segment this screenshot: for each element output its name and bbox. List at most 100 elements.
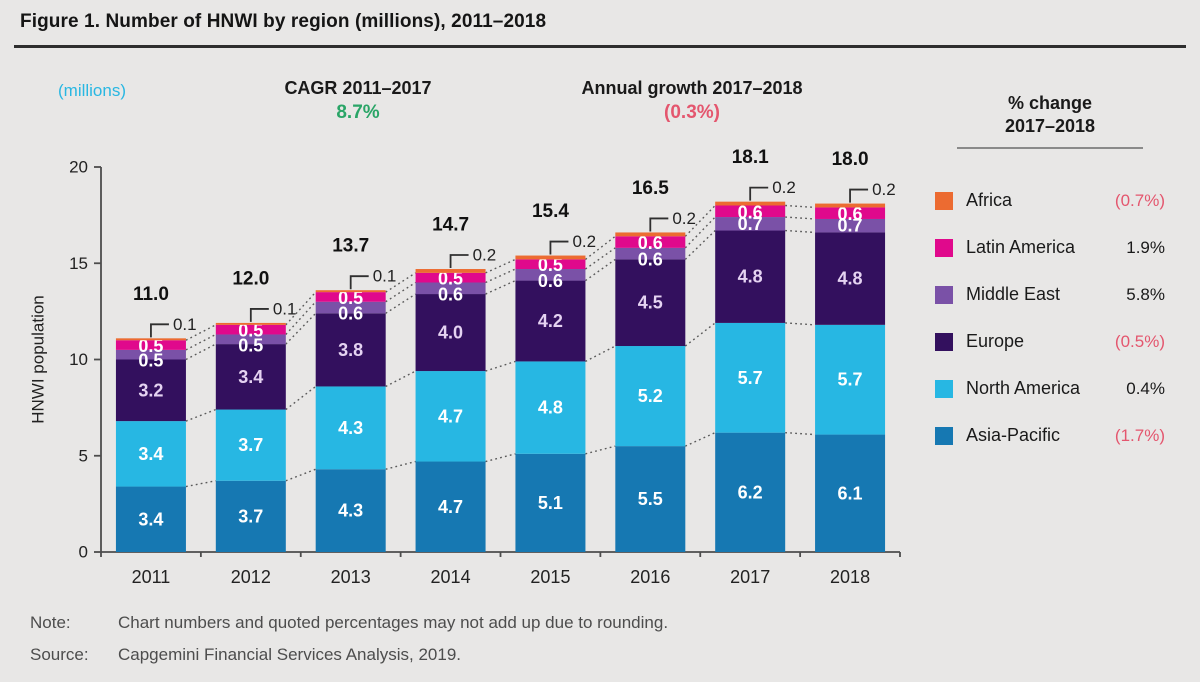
bar-value-label: 3.7 <box>238 435 263 455</box>
annual-growth-annotation: Annual growth 2017–2018 (0.3%) <box>532 78 852 124</box>
cagr-annotation: CAGR 2011–2017 8.7% <box>238 78 478 124</box>
legend-label: Middle East <box>966 284 1061 304</box>
connector-dotted-line <box>185 480 216 488</box>
connector-dotted-line <box>585 445 616 455</box>
y-tick-label: 5 <box>79 446 88 465</box>
bar-total-label: 16.5 <box>632 178 669 199</box>
bar-value-label: 6.1 <box>838 483 863 503</box>
legend-item-north-america: North America 0.4% <box>935 365 1165 412</box>
bar-value-label: 0.5 <box>238 335 263 355</box>
bar-segment-north-america-2015 <box>515 361 586 454</box>
legend-header-line1: % change <box>1007 93 1093 113</box>
bar-value-label: 0.6 <box>638 250 663 270</box>
legend-change-value: 5.8% <box>1126 284 1165 304</box>
bar-value-label: 0.6 <box>338 304 363 324</box>
legend-item-europe: Europe (0.5%) <box>935 318 1165 365</box>
legend-swatch-middle-east <box>935 285 953 304</box>
units-label: (millions) <box>58 81 126 100</box>
y-axis-title: HNWI population <box>29 295 48 424</box>
bar-segment-middle-east-2018 <box>815 218 886 233</box>
bar-segment-north-america-2016 <box>615 346 686 447</box>
bar-segment-latin-america-2015 <box>515 259 586 270</box>
connector-dotted-line <box>385 272 416 293</box>
connector-dotted-line <box>185 343 217 361</box>
bar-segment-north-america-2013 <box>315 386 386 470</box>
bar-segment-latin-america-2016 <box>615 236 686 248</box>
legend-change-value: 1.9% <box>1126 237 1165 257</box>
callout-bracket <box>649 217 669 232</box>
bar-segment-africa-2012 <box>215 322 286 325</box>
legend-label: Africa <box>966 190 1013 210</box>
bar-segment-latin-america-2017 <box>715 205 786 218</box>
bar-segment-latin-america-2012 <box>215 324 286 335</box>
connector-dotted-line <box>485 258 516 274</box>
legend-items: Africa (0.7%) Latin America 1.9% Middle East… <box>935 177 1165 459</box>
bar-segment-asia-pacific-2015 <box>515 453 586 552</box>
legend-swatch-asia-pacific <box>935 426 953 445</box>
bar-segment-latin-america-2014 <box>415 272 486 283</box>
bar-segment-africa-2016 <box>615 232 686 237</box>
callout-value-label: 0.2 <box>772 178 796 197</box>
bar-value-label: 4.0 <box>438 323 463 343</box>
y-tick-label: 0 <box>79 543 88 562</box>
legend-label: North America <box>966 378 1081 398</box>
bar-value-label: 4.5 <box>638 293 663 313</box>
bar-segment-asia-pacific-2012 <box>215 480 286 552</box>
legend-change-value: (1.7%) <box>1114 425 1165 445</box>
legend-change-value: 0.4% <box>1126 378 1165 398</box>
bar-segment-north-america-2017 <box>715 322 786 433</box>
bar-value-label: 3.4 <box>138 509 163 529</box>
legend-item-middle-east: Middle East 5.8% <box>935 271 1165 318</box>
bar-segment-latin-america-2011 <box>115 340 186 350</box>
x-axis-label: 2016 <box>630 567 670 587</box>
connector-dotted-line <box>684 322 716 347</box>
note-label: Note: <box>30 613 71 632</box>
bar-value-label: 3.2 <box>138 380 163 400</box>
bar-total-label: 11.0 <box>133 284 169 305</box>
bar-value-label: 0.6 <box>438 284 463 304</box>
legend-label: Asia-Pacific <box>966 425 1061 445</box>
callout-value-label: 0.2 <box>672 209 696 228</box>
bar-segment-middle-east-2012 <box>215 334 286 345</box>
bar-value-label: 0.5 <box>138 351 163 371</box>
legend-item-africa: Africa (0.7%) <box>935 177 1165 224</box>
connector-dotted-line <box>785 229 816 234</box>
bar-segment-africa-2017 <box>715 201 786 206</box>
bar-value-label: 4.8 <box>838 269 863 289</box>
bar-total-label: 14.7 <box>432 215 469 236</box>
connector-dotted-line <box>485 279 516 295</box>
legend-swatch-latin-america <box>935 238 953 257</box>
bar-value-label: 0.6 <box>738 202 763 222</box>
callout-bracket <box>849 188 869 203</box>
bar-segment-europe-2016 <box>615 259 686 347</box>
callout-value-label: 0.2 <box>572 232 596 251</box>
bar-value-label: 4.3 <box>338 418 363 438</box>
callout-bracket <box>549 240 569 255</box>
bar-segment-middle-east-2017 <box>715 217 786 231</box>
bar-segment-north-america-2012 <box>215 409 286 481</box>
connector-dotted-line <box>285 312 317 345</box>
bar-segment-middle-east-2011 <box>115 349 186 360</box>
source-label: Source: <box>30 645 89 664</box>
connector-dotted-line <box>785 431 816 436</box>
bar-segment-africa-2013 <box>315 290 386 293</box>
callout-value-label: 0.2 <box>473 246 497 265</box>
bar-segment-europe-2017 <box>715 230 786 323</box>
legend-header: % change 2017–2018 <box>935 92 1165 138</box>
bar-value-label: 3.4 <box>238 367 263 387</box>
connector-dotted-line <box>585 235 616 260</box>
bar-segment-europe-2014 <box>415 294 486 372</box>
bar-value-label: 0.5 <box>538 255 563 275</box>
bar-value-label: 0.5 <box>138 336 163 356</box>
connector-dotted-line <box>785 322 816 326</box>
bar-segment-asia-pacific-2014 <box>415 461 486 552</box>
annual-growth-label: Annual growth 2017–2018 <box>581 78 803 98</box>
bar-segment-latin-america-2013 <box>315 292 386 302</box>
bar-total-label: 18.1 <box>732 147 769 168</box>
cagr-value: 8.7% <box>336 102 380 123</box>
callout-bracket <box>749 186 769 201</box>
bar-total-label: 12.0 <box>232 268 269 289</box>
legend-swatch-africa <box>935 191 953 210</box>
connector-dotted-line <box>485 268 516 284</box>
